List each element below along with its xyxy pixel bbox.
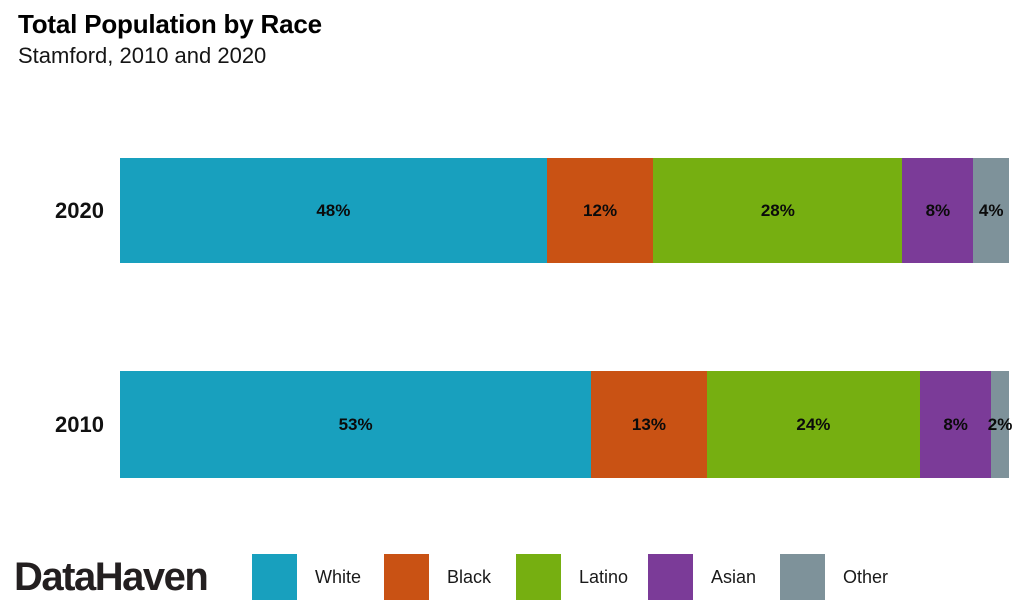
legend-label-black: Black [447,566,492,587]
legend-swatch-latino [516,554,561,600]
segment-other: 4% [973,158,1009,263]
bar-row-2010: 2010 53% 13% 24% 8% 2% [0,371,1024,478]
segment-value-label: 53% [338,414,373,434]
bar-row-2020: 2020 48% 12% 28% 8% 4% [0,158,1024,263]
segment-value-label: 8% [925,200,951,220]
segment-value-label: 8% [943,414,968,434]
segment-black: 12% [546,158,654,263]
stacked-bar-2010: 53% 13% 24% 8% 2% [120,371,1012,478]
legend-label-white: White [315,566,362,587]
datahaven-logo: DataHaven [14,555,209,599]
legend-item-white: White [252,554,384,600]
segment-value-label: 2% [987,414,1013,434]
legend-label-asian: Asian [711,566,757,587]
segment-value-label: 12% [583,200,618,220]
chart-legend: White Black Latino Asian Other [252,554,912,600]
segment-asian: 8% [902,158,974,263]
chart-title: Total Population by Race [18,9,322,39]
year-label-2010: 2010 [55,411,104,437]
segment-value-label: 13% [631,414,666,434]
segment-latino: 24% [706,371,921,478]
legend-label-other: Other [843,566,889,587]
segment-asian: 8% [920,371,992,478]
legend-swatch-asian [648,554,693,600]
segment-value-label: 4% [978,200,1004,220]
segment-white: 53% [120,371,592,478]
segment-latino: 28% [653,158,903,263]
legend-item-black: Black [384,554,516,600]
segment-other: 2% [988,371,1012,478]
segment-value-label: 24% [796,414,831,434]
segment-black: 13% [591,371,707,478]
segment-value-label: 48% [316,200,351,220]
legend-item-latino: Latino [516,554,648,600]
legend-label-latino: Latino [579,566,629,587]
legend-swatch-other [780,554,825,600]
year-label-2020: 2020 [55,197,104,223]
legend-swatch-white [252,554,297,600]
segment-white: 48% [120,158,547,263]
legend-swatch-black [384,554,429,600]
chart-subtitle: Stamford, 2010 and 2020 [18,43,267,68]
legend-item-asian: Asian [648,554,780,600]
legend-item-other: Other [780,554,912,600]
stacked-bar-2020: 48% 12% 28% 8% 4% [120,158,1009,263]
segment-value-label: 28% [760,200,795,220]
